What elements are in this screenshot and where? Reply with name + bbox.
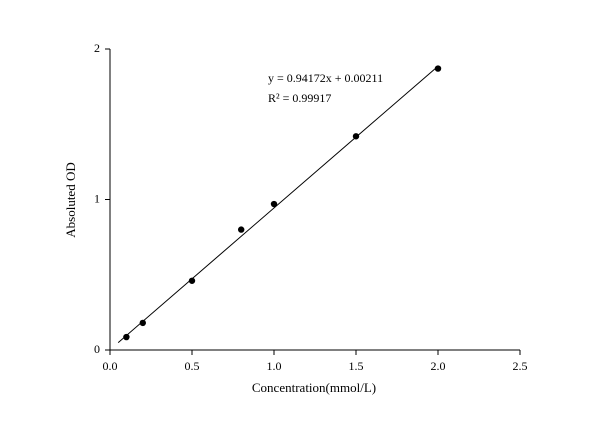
y-axis-label: Absoluted OD	[63, 162, 78, 237]
x-tick-label: 1.5	[349, 359, 364, 373]
x-tick-label: 2.5	[513, 359, 528, 373]
data-point	[123, 333, 130, 341]
x-tick-label: 0.0	[103, 359, 118, 373]
data-point	[139, 319, 146, 327]
y-tick-label: 0	[94, 342, 100, 356]
x-tick-label: 1.0	[267, 359, 282, 373]
y-tick-label: 2	[94, 41, 100, 55]
annotation: R² = 0.99917	[268, 91, 331, 105]
data-point	[188, 277, 196, 284]
data-point	[238, 226, 245, 233]
data-point	[434, 65, 442, 72]
fit-line	[117, 65, 439, 343]
data-point	[352, 133, 360, 140]
x-tick-label: 2.0	[431, 359, 446, 373]
x-tick-label: 0.5	[185, 359, 200, 373]
annotation: y = 0.94172x + 0.00211	[268, 71, 383, 85]
data-point	[270, 200, 278, 208]
x-axis-label: Concentration(mmol/L)	[252, 380, 376, 395]
y-tick-label: 1	[94, 191, 100, 205]
